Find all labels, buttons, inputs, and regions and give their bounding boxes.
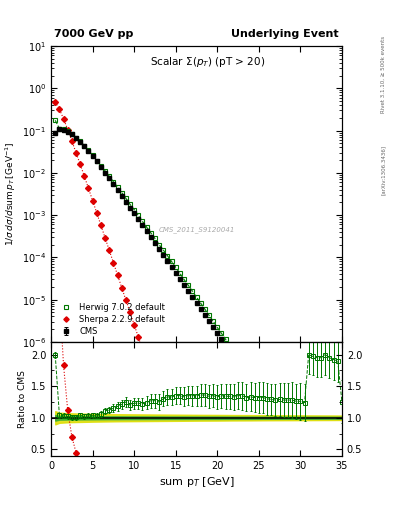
Sherpa 2.2.9 default bbox=[119, 285, 124, 291]
Y-axis label: Ratio to CMS: Ratio to CMS bbox=[18, 370, 27, 428]
Text: Underlying Event: Underlying Event bbox=[231, 29, 339, 39]
Text: [arXiv:1306.3436]: [arXiv:1306.3436] bbox=[381, 144, 386, 195]
Herwig 7.0.2 default bbox=[119, 189, 124, 196]
Herwig 7.0.2 default bbox=[140, 218, 145, 224]
Herwig 7.0.2 default bbox=[53, 117, 58, 123]
Legend: Herwig 7.0.2 default, Sherpa 2.2.9 default, CMS: Herwig 7.0.2 default, Sherpa 2.2.9 defau… bbox=[55, 302, 167, 338]
Herwig 7.0.2 default bbox=[211, 318, 215, 324]
Text: Rivet 3.1.10, ≥ 500k events: Rivet 3.1.10, ≥ 500k events bbox=[381, 35, 386, 113]
Sherpa 2.2.9 default bbox=[128, 309, 132, 315]
Herwig 7.0.2 default bbox=[294, 439, 299, 445]
Line: Herwig 7.0.2 default: Herwig 7.0.2 default bbox=[53, 118, 344, 511]
Text: Scalar $\Sigma(p_T)$ (pT > 20): Scalar $\Sigma(p_T)$ (pT > 20) bbox=[151, 55, 266, 69]
Herwig 7.0.2 default bbox=[340, 505, 344, 511]
X-axis label: sum p$_T$ [GeV]: sum p$_T$ [GeV] bbox=[159, 475, 234, 489]
Text: CMS_2011_S9120041: CMS_2011_S9120041 bbox=[158, 226, 235, 233]
Y-axis label: $1/\sigma\,d\sigma/d\mathrm{sum}\,p_T\,[\mathrm{GeV}^{-1}]$: $1/\sigma\,d\sigma/d\mathrm{sum}\,p_T\,[… bbox=[4, 142, 18, 246]
Sherpa 2.2.9 default bbox=[53, 99, 58, 105]
Line: Sherpa 2.2.9 default: Sherpa 2.2.9 default bbox=[53, 100, 344, 512]
Herwig 7.0.2 default bbox=[128, 201, 132, 207]
Sherpa 2.2.9 default bbox=[140, 347, 145, 353]
Herwig 7.0.2 default bbox=[298, 445, 303, 451]
Text: 7000 GeV pp: 7000 GeV pp bbox=[54, 29, 133, 39]
